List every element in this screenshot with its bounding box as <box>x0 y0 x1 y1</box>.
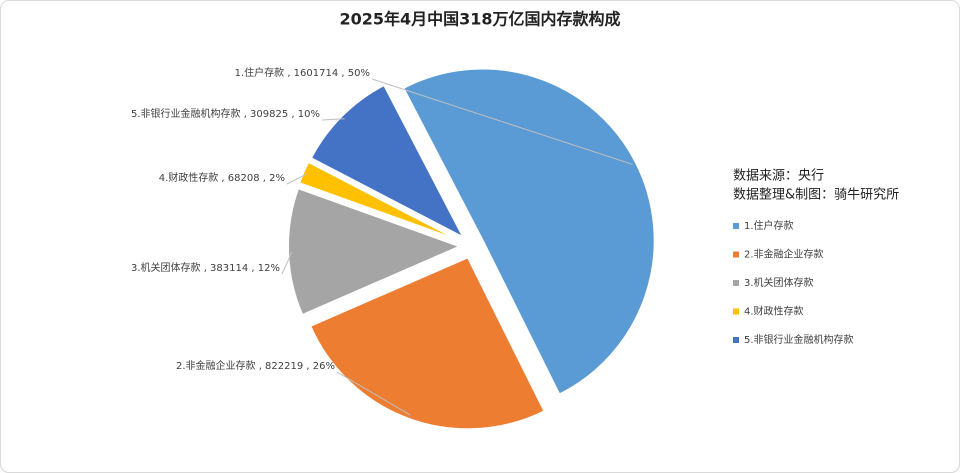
legend-swatch <box>733 337 739 343</box>
leader-line <box>336 371 411 416</box>
pie-slice <box>309 83 466 240</box>
leader-line <box>281 251 293 275</box>
data-label: 4.财政性存款 , 68208 , 2% <box>159 171 285 184</box>
annotation: 数据整理&制图：骑牛研究所 <box>733 188 899 203</box>
pie-slice <box>308 255 546 431</box>
data-label: 3.机关团体存款 , 383114 , 12% <box>131 261 280 274</box>
legend-label: 5.非银行业金融机构存款 <box>744 333 854 346</box>
legend-swatch <box>733 308 739 315</box>
legend-label: 3.机关团体存款 <box>744 276 814 289</box>
annotation: 数据来源：央行 <box>733 169 824 184</box>
pie-slice <box>401 67 656 396</box>
data-label: 5.非银行业金融机构存款 , 309825 , 10% <box>131 107 320 120</box>
leader-line <box>286 173 308 185</box>
data-label: 1.住户存款 , 1601714 , 50% <box>235 66 370 79</box>
legend-swatch <box>733 280 739 286</box>
chart-title: 2025年4月中国318万亿国内存款构成 <box>339 10 620 29</box>
pie-slice <box>297 160 462 243</box>
legend-label: 2.非金融企业存款 <box>744 248 824 261</box>
leader-line <box>321 118 345 121</box>
leader-line <box>371 78 633 165</box>
legend-label: 1.住户存款 <box>744 219 794 232</box>
legend-label: 4.财政性存款 <box>744 305 804 318</box>
data-label: 2.非金融企业存款 , 822219 , 26% <box>176 359 335 372</box>
pie-slice <box>287 186 463 317</box>
legend-swatch <box>733 223 739 229</box>
legend-swatch <box>733 251 739 258</box>
